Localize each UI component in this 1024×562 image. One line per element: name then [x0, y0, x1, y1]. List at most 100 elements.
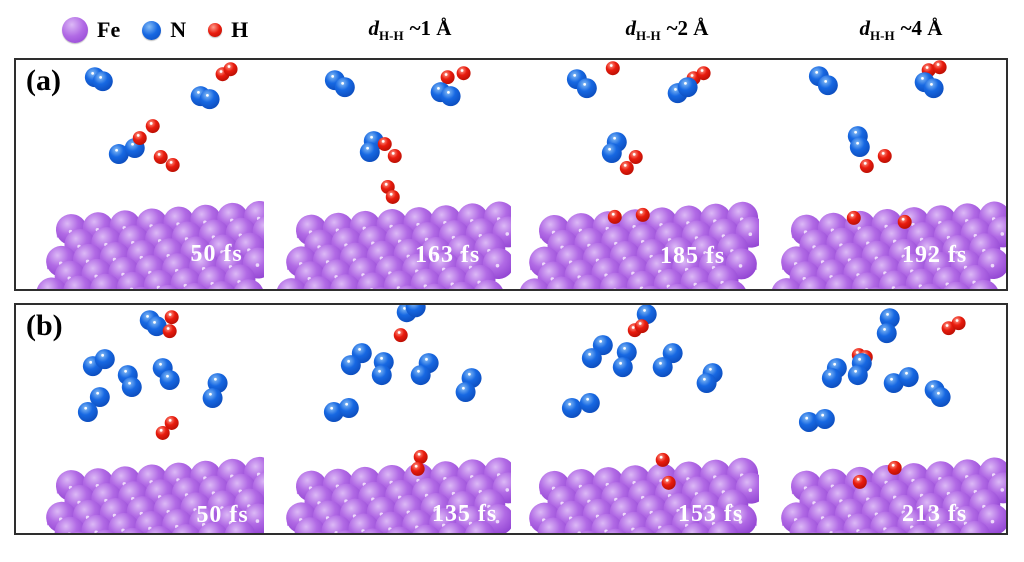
fe-atom	[967, 279, 999, 289]
atom-highlight	[402, 307, 406, 310]
n-atom	[359, 142, 380, 163]
time-label: 135 fs	[432, 501, 497, 527]
n-atom	[561, 398, 582, 419]
fe-atom	[716, 280, 748, 289]
n-atom	[340, 355, 361, 376]
fe-atom	[653, 524, 685, 533]
d-subscript: H-H	[379, 28, 404, 44]
h-atom	[852, 474, 867, 489]
fe-atom-dot	[94, 530, 98, 533]
fe-atom-dot	[504, 232, 509, 236]
atom-highlight	[659, 361, 662, 365]
atom-highlight	[214, 377, 217, 381]
n-atom	[371, 365, 392, 386]
n-atom	[696, 373, 717, 394]
atom-highlight	[882, 327, 886, 331]
atom-highlight	[381, 140, 385, 143]
atom-highlight	[623, 346, 626, 350]
h-atom	[440, 70, 455, 85]
h-atom	[387, 149, 402, 164]
fe-atom	[546, 276, 578, 289]
atom-highlight	[599, 339, 603, 343]
n-atom	[405, 305, 426, 318]
fe-atom	[472, 279, 504, 289]
fe-slab	[46, 456, 264, 533]
legend-label-h: H	[231, 17, 249, 42]
fe-atom	[197, 522, 229, 533]
h-sphere-icon	[208, 23, 223, 37]
atom-highlight	[346, 359, 350, 363]
atom-highlight	[586, 397, 590, 401]
atom-highlight	[444, 73, 447, 76]
fe-atom	[591, 513, 623, 533]
atom-highlight	[389, 192, 393, 196]
legend-label-fe: Fe	[97, 17, 121, 42]
atom-highlight	[436, 86, 440, 90]
atom-highlight	[930, 384, 934, 388]
fe-atom-dot	[738, 520, 743, 524]
n-atom	[847, 365, 868, 386]
atom-highlight	[608, 147, 611, 151]
atom-highlight	[467, 372, 471, 376]
h-atom	[164, 310, 179, 325]
column-header-d1: dH-H ~1 Å	[369, 16, 452, 44]
fe-atom-dot	[990, 519, 994, 524]
n-atom	[817, 75, 838, 96]
atom-highlight	[945, 324, 948, 327]
fe-atom	[116, 271, 148, 289]
n-atom	[108, 144, 129, 165]
atom-highlight	[329, 406, 333, 410]
fe-atom	[329, 274, 361, 289]
atom-highlight	[149, 122, 153, 125]
atom-highlight	[397, 331, 401, 334]
atom-highlight	[904, 371, 908, 375]
n-atom	[879, 308, 900, 329]
atom-highlight	[853, 130, 857, 134]
panel-b-label: (b)	[26, 309, 63, 342]
atom-highlight	[227, 65, 231, 68]
time-label: 213 fs	[902, 501, 967, 527]
n-atom	[323, 402, 344, 422]
atom-highlight	[446, 90, 450, 94]
atom-highlight	[131, 142, 134, 146]
h-atom	[145, 119, 160, 134]
atom-highlight	[665, 478, 669, 482]
h-atom	[634, 319, 649, 334]
fe-atom	[90, 273, 122, 289]
fe-atom	[143, 269, 175, 289]
snapshot-a4: 192 fs	[770, 60, 1006, 289]
atom-highlight	[804, 416, 808, 420]
fe-atom	[410, 524, 442, 533]
h-atom	[846, 210, 861, 225]
fe-atom	[869, 511, 901, 533]
atom-highlight	[153, 320, 156, 324]
d-value: ~2 Å	[666, 16, 709, 40]
legend-label-n: N	[170, 17, 187, 42]
fe-atom	[54, 516, 86, 533]
fe-atom	[135, 511, 167, 533]
atom-highlight	[623, 163, 627, 167]
n-atom	[930, 387, 951, 408]
n-atom	[883, 373, 904, 394]
fe-atom	[618, 511, 650, 533]
fe-atom	[170, 268, 202, 289]
atom-highlight	[856, 477, 860, 481]
atom-highlight	[99, 75, 103, 79]
fe-atom	[564, 515, 596, 533]
atom-highlight	[700, 69, 704, 72]
fe-atom	[36, 277, 68, 289]
fe-atom	[437, 266, 469, 289]
n-atom	[89, 387, 110, 408]
fe-atom-dot	[495, 263, 499, 268]
atom-highlight	[417, 452, 421, 456]
fe-atom	[797, 276, 829, 289]
n-atom	[440, 86, 461, 107]
n-atom	[455, 382, 476, 403]
atom-highlight	[885, 313, 889, 316]
fe-atom-dot	[333, 531, 338, 533]
atom-highlight	[855, 141, 859, 145]
fe-atom	[680, 523, 712, 533]
atom-highlight	[632, 152, 636, 156]
h-atom	[132, 131, 147, 146]
h-atom	[635, 207, 650, 222]
